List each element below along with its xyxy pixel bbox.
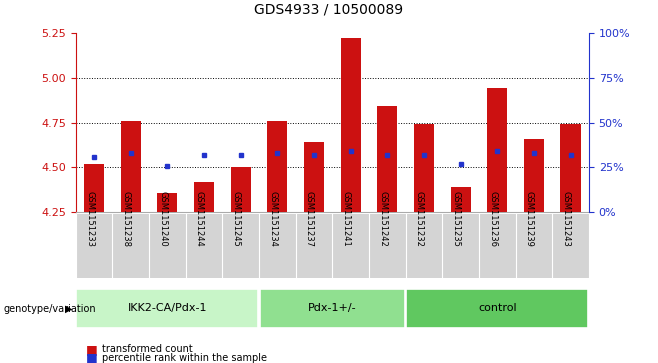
- Text: GSM1151242: GSM1151242: [378, 191, 388, 247]
- Text: GSM1151238: GSM1151238: [122, 191, 131, 247]
- Bar: [487, 88, 507, 212]
- Text: GSM1151241: GSM1151241: [342, 191, 351, 247]
- Bar: [451, 187, 470, 212]
- Text: GSM1151236: GSM1151236: [488, 191, 497, 247]
- Text: GSM1151234: GSM1151234: [268, 191, 277, 247]
- Bar: [84, 164, 104, 212]
- Text: GSM1151243: GSM1151243: [561, 191, 570, 247]
- Text: GSM1151245: GSM1151245: [232, 191, 241, 247]
- Bar: [414, 124, 434, 212]
- Bar: [561, 124, 580, 212]
- Bar: [230, 167, 251, 212]
- Bar: [377, 106, 397, 212]
- Text: ▶: ▶: [64, 303, 72, 314]
- FancyBboxPatch shape: [76, 289, 258, 328]
- Bar: [157, 193, 178, 212]
- FancyBboxPatch shape: [260, 289, 405, 328]
- Text: genotype/variation: genotype/variation: [3, 303, 96, 314]
- Text: GDS4933 / 10500089: GDS4933 / 10500089: [255, 2, 403, 16]
- Text: GSM1151235: GSM1151235: [451, 191, 461, 247]
- Text: control: control: [478, 303, 517, 313]
- FancyBboxPatch shape: [407, 289, 588, 328]
- Bar: [524, 139, 544, 212]
- Text: GSM1151232: GSM1151232: [415, 191, 424, 247]
- Bar: [194, 182, 214, 212]
- Bar: [120, 121, 141, 212]
- Text: GSM1151244: GSM1151244: [195, 191, 204, 247]
- Text: ■: ■: [86, 351, 97, 363]
- Text: GSM1151240: GSM1151240: [159, 191, 167, 247]
- Bar: [341, 38, 361, 212]
- Text: transformed count: transformed count: [102, 344, 193, 354]
- Bar: [267, 121, 288, 212]
- Text: IKK2-CA/Pdx-1: IKK2-CA/Pdx-1: [128, 303, 207, 313]
- Text: GSM1151233: GSM1151233: [85, 191, 94, 247]
- Text: Pdx-1+/-: Pdx-1+/-: [308, 303, 357, 313]
- Text: ■: ■: [86, 343, 97, 356]
- Text: GSM1151239: GSM1151239: [525, 191, 534, 247]
- Bar: [304, 142, 324, 212]
- Text: percentile rank within the sample: percentile rank within the sample: [102, 352, 267, 363]
- Text: GSM1151237: GSM1151237: [305, 191, 314, 247]
